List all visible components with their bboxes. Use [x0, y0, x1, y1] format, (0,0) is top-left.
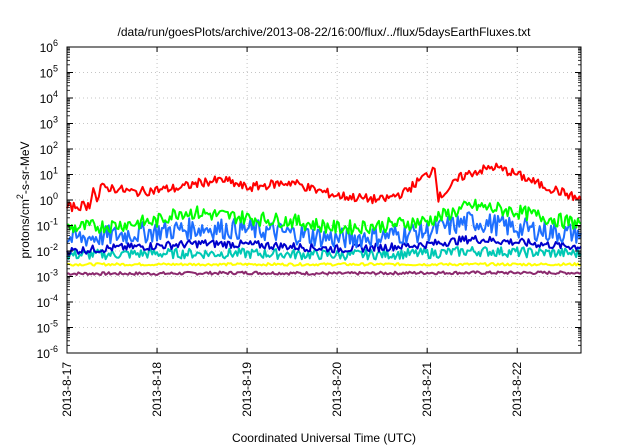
- y-tick-base: 10: [40, 41, 54, 55]
- x-tick-label: 2013-8-17: [60, 362, 74, 417]
- x-tick-label: 2013-8-20: [330, 362, 344, 417]
- y-tick-base: 10: [37, 322, 51, 336]
- x-tick-label: 2013-8-18: [150, 362, 164, 417]
- y-tick-label: 101: [40, 166, 58, 183]
- y-tick-base: 10: [40, 92, 54, 106]
- y-tick-exponent: 5: [53, 64, 58, 74]
- chart-title: /data/run/goesPlots/archive/2013-08-22/1…: [118, 25, 532, 39]
- y-tick-base: 10: [37, 271, 51, 285]
- y-tick-base: 10: [40, 143, 54, 157]
- x-tick-label: 2013-8-22: [510, 362, 524, 417]
- y-tick-exponent: -6: [50, 344, 58, 354]
- y-tick-label: 104: [40, 89, 58, 106]
- series-line-2: [66, 198, 582, 236]
- y-tick-label: 106: [40, 38, 58, 55]
- y-tick-label: 105: [40, 64, 58, 81]
- y-label-part: -s-sr-MeV: [18, 141, 32, 194]
- y-tick-label: 102: [40, 140, 58, 157]
- y-axis-label: protons/cm2-s-sr-MeV: [15, 141, 32, 258]
- y-tick-base: 10: [37, 245, 51, 259]
- y-tick-exponent: 3: [53, 115, 58, 125]
- y-tick-label: 103: [40, 115, 58, 132]
- series-group: [66, 162, 582, 276]
- y-tick-base: 10: [40, 194, 54, 208]
- y-tick-exponent: -4: [50, 293, 58, 303]
- y-tick-exponent: 2: [53, 140, 58, 150]
- y-tick-base: 10: [37, 347, 51, 361]
- series-line-4: [66, 235, 582, 256]
- y-tick-exponent: 0: [53, 191, 58, 201]
- x-tick-label: 2013-8-19: [240, 362, 254, 417]
- series-line-1: [66, 162, 582, 213]
- y-tick-exponent: 6: [53, 38, 58, 48]
- series-line-7: [66, 270, 582, 276]
- y-label-superscript: 2: [15, 194, 25, 199]
- y-tick-label: 10-1: [37, 217, 58, 234]
- series-line-6: [66, 262, 582, 267]
- y-tick-exponent: -3: [50, 268, 58, 278]
- y-tick-exponent: -1: [50, 217, 58, 227]
- y-tick-label: 10-3: [37, 268, 58, 285]
- x-axis-label: Coordinated Universal Time (UTC): [232, 431, 416, 445]
- y-tick-label: 100: [40, 191, 58, 208]
- x-tick-label: 2013-8-21: [420, 362, 434, 417]
- y-tick-base: 10: [37, 296, 51, 310]
- y-tick-base: 10: [40, 169, 54, 183]
- y-tick-base: 10: [40, 67, 54, 81]
- y-tick-base: 10: [40, 118, 54, 132]
- grid: [66, 47, 581, 353]
- y-tick-label: 10-5: [37, 319, 58, 336]
- y-tick-label: 10-4: [37, 293, 58, 310]
- series-line-5: [66, 246, 582, 261]
- y-tick-label: 10-6: [37, 344, 58, 361]
- y-tick-label: 10-2: [37, 242, 58, 259]
- y-tick-base: 10: [37, 220, 51, 234]
- y-label-part: protons/cm: [18, 199, 32, 258]
- y-tick-exponent: -2: [50, 242, 58, 252]
- y-tick-exponent: 1: [53, 166, 58, 176]
- y-tick-exponent: 4: [53, 89, 58, 99]
- ticks: 2013-8-17 2013-8-18 2013-8-19 2013-8-20 2013…: [37, 38, 581, 417]
- y-tick-exponent: -5: [50, 319, 58, 329]
- series-line-3: [66, 211, 582, 249]
